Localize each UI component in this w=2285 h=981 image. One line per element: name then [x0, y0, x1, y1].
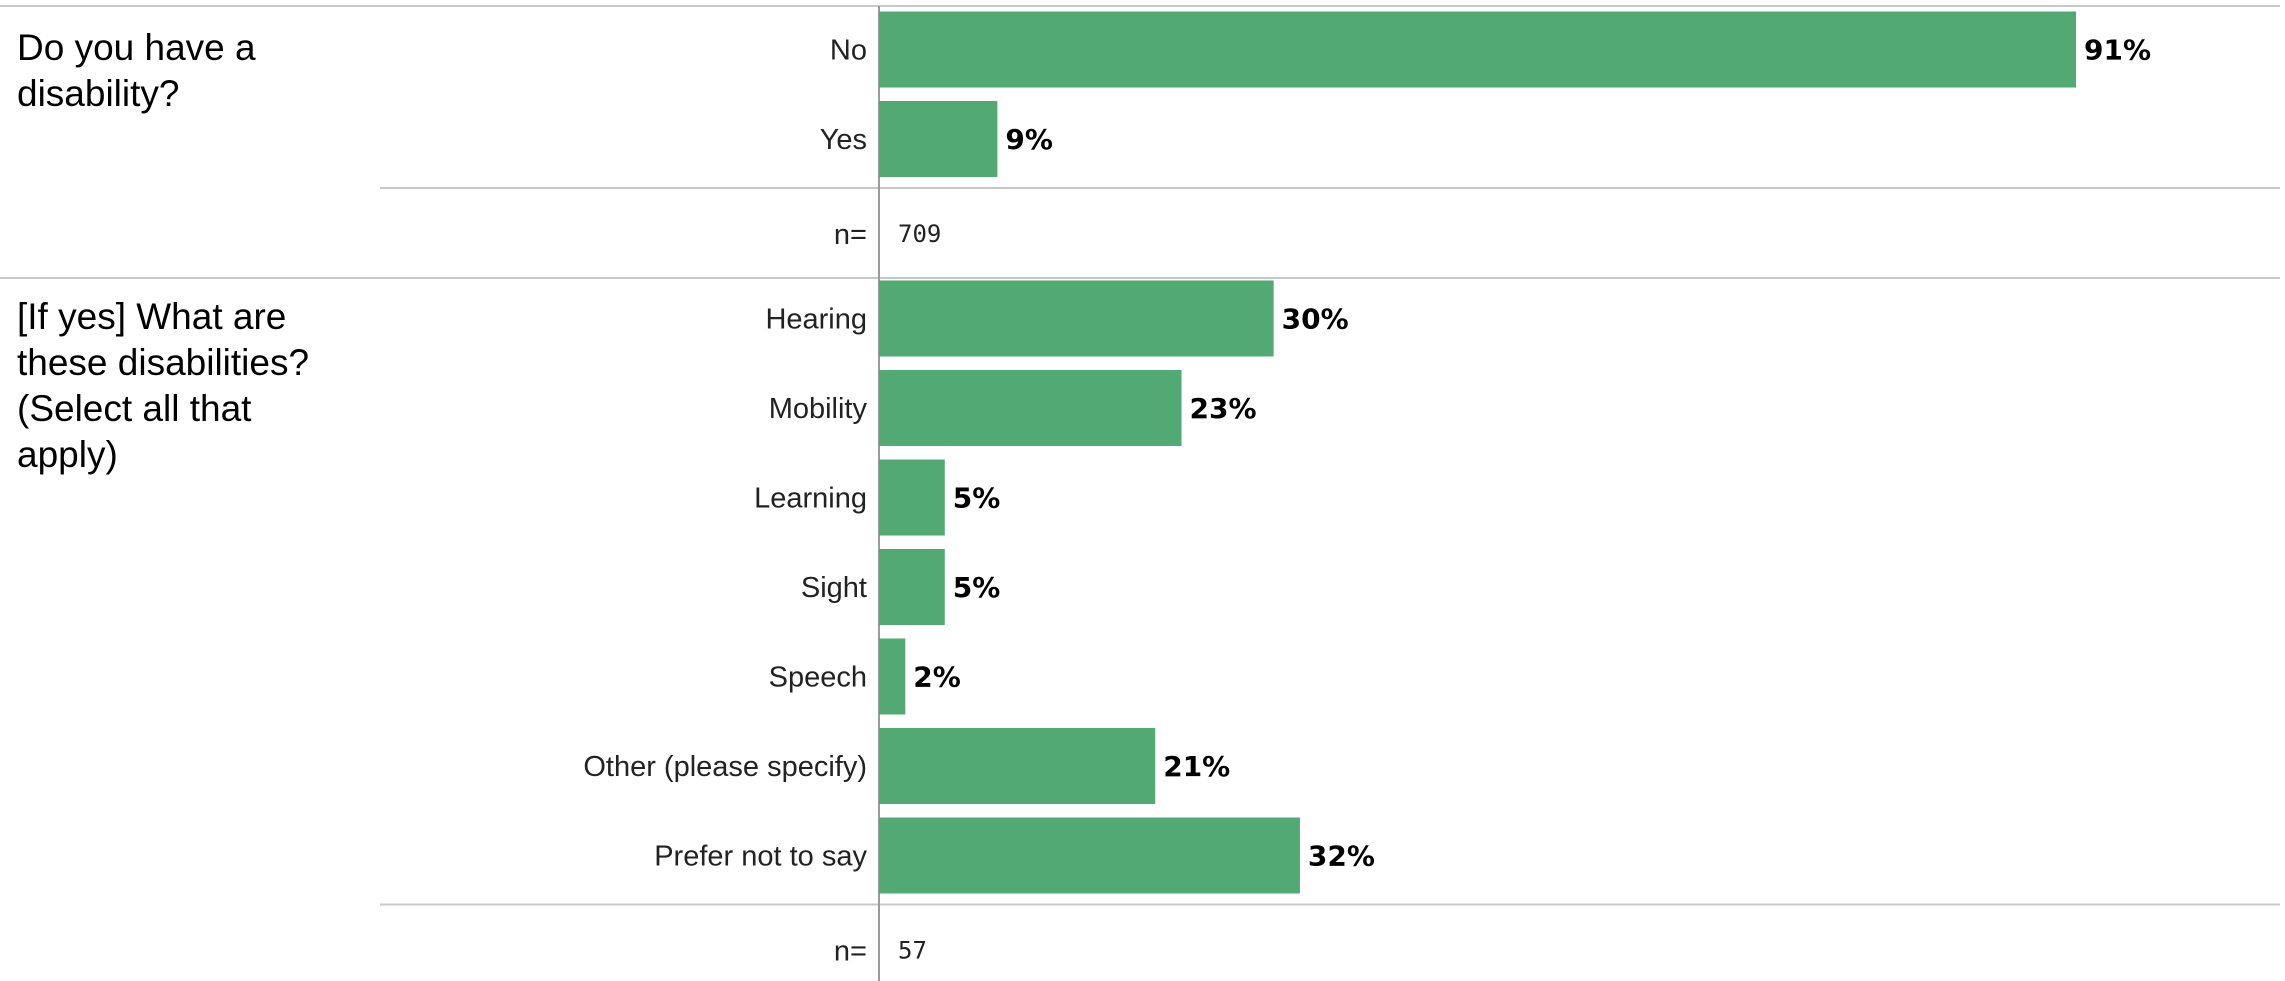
bar-yes: [879, 101, 998, 177]
value-label: 5%: [953, 482, 1001, 515]
n-label: n=: [834, 219, 867, 251]
category-label: Speech: [769, 662, 867, 694]
bar-mobility: [879, 370, 1182, 446]
value-label: 30%: [1282, 303, 1349, 336]
value-label: 23%: [1190, 392, 1257, 425]
n-label: n=: [834, 936, 867, 968]
bar-sight: [879, 549, 945, 625]
category-label: Prefer not to say: [654, 841, 867, 873]
value-label: 2%: [913, 661, 961, 694]
question-title-2: [If yes] What are these disabilities? (Sel…: [17, 296, 309, 475]
bar-hearing: [879, 280, 1274, 357]
category-label: Other (please specify): [583, 751, 867, 783]
value-label: 5%: [953, 571, 1001, 604]
value-label: 9%: [1005, 123, 1053, 156]
n-value: 57: [898, 937, 927, 965]
bar-no: [879, 11, 2076, 88]
bar-other-please-specify: [879, 728, 1156, 804]
category-label: Yes: [820, 124, 867, 156]
category-label: No: [830, 35, 867, 67]
bars: [879, 11, 2076, 894]
category-label: Learning: [754, 483, 867, 515]
bar-prefer-not-to-say: [879, 817, 1300, 894]
bar-learning: [879, 459, 945, 536]
value-label: 21%: [1163, 750, 1230, 783]
category-label: Mobility: [769, 393, 868, 425]
value-label: 32%: [1308, 840, 1375, 873]
question-title-1: Do you have a disability?: [17, 27, 256, 114]
bar-speech: [879, 638, 906, 715]
category-label: Sight: [801, 572, 867, 604]
category-label: Hearing: [765, 304, 867, 336]
value-label: 91%: [2084, 34, 2151, 67]
labels: No 91% Yes 9% n= 709 Hearing 30% Mobility 23% Lear…: [583, 34, 2151, 968]
n-value: 709: [898, 220, 941, 248]
question-titles: Do you have a disability? [If yes] What ar…: [17, 27, 309, 475]
